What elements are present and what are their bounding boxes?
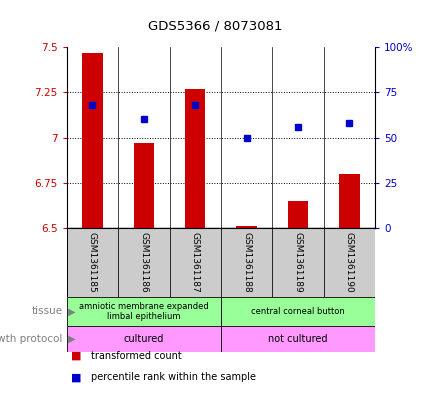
Text: growth protocol: growth protocol: [0, 334, 62, 344]
Bar: [220, 326, 374, 352]
Text: not cultured: not cultured: [267, 334, 327, 344]
Bar: [67, 326, 221, 352]
Text: ■: ■: [71, 372, 81, 382]
Bar: [236, 226, 256, 228]
Bar: [67, 297, 221, 326]
Text: GSM1361190: GSM1361190: [344, 232, 353, 293]
Text: GSM1361185: GSM1361185: [88, 232, 97, 293]
Bar: [220, 297, 374, 326]
Bar: [118, 228, 169, 297]
Bar: [169, 228, 220, 297]
Text: GSM1361188: GSM1361188: [242, 232, 251, 293]
Text: percentile rank within the sample: percentile rank within the sample: [90, 372, 255, 382]
Text: GSM1361186: GSM1361186: [139, 232, 148, 293]
Text: GSM1361189: GSM1361189: [293, 232, 302, 293]
Bar: [82, 53, 102, 228]
Text: GDS5366 / 8073081: GDS5366 / 8073081: [148, 20, 282, 33]
Text: central corneal button: central corneal button: [250, 307, 344, 316]
Text: GSM1361187: GSM1361187: [190, 232, 199, 293]
Text: ▶: ▶: [64, 334, 75, 344]
Bar: [220, 228, 272, 297]
Bar: [184, 89, 205, 228]
Bar: [287, 201, 307, 228]
Text: ▶: ▶: [64, 307, 75, 316]
Text: cultured: cultured: [123, 334, 164, 344]
Text: amniotic membrane expanded
limbal epithelium: amniotic membrane expanded limbal epithe…: [79, 302, 208, 321]
Bar: [67, 228, 118, 297]
Bar: [323, 228, 374, 297]
Text: transformed count: transformed count: [90, 351, 181, 361]
Text: tissue: tissue: [31, 307, 62, 316]
Bar: [133, 143, 154, 228]
Text: ■: ■: [71, 351, 81, 361]
Bar: [338, 174, 359, 228]
Bar: [272, 228, 323, 297]
